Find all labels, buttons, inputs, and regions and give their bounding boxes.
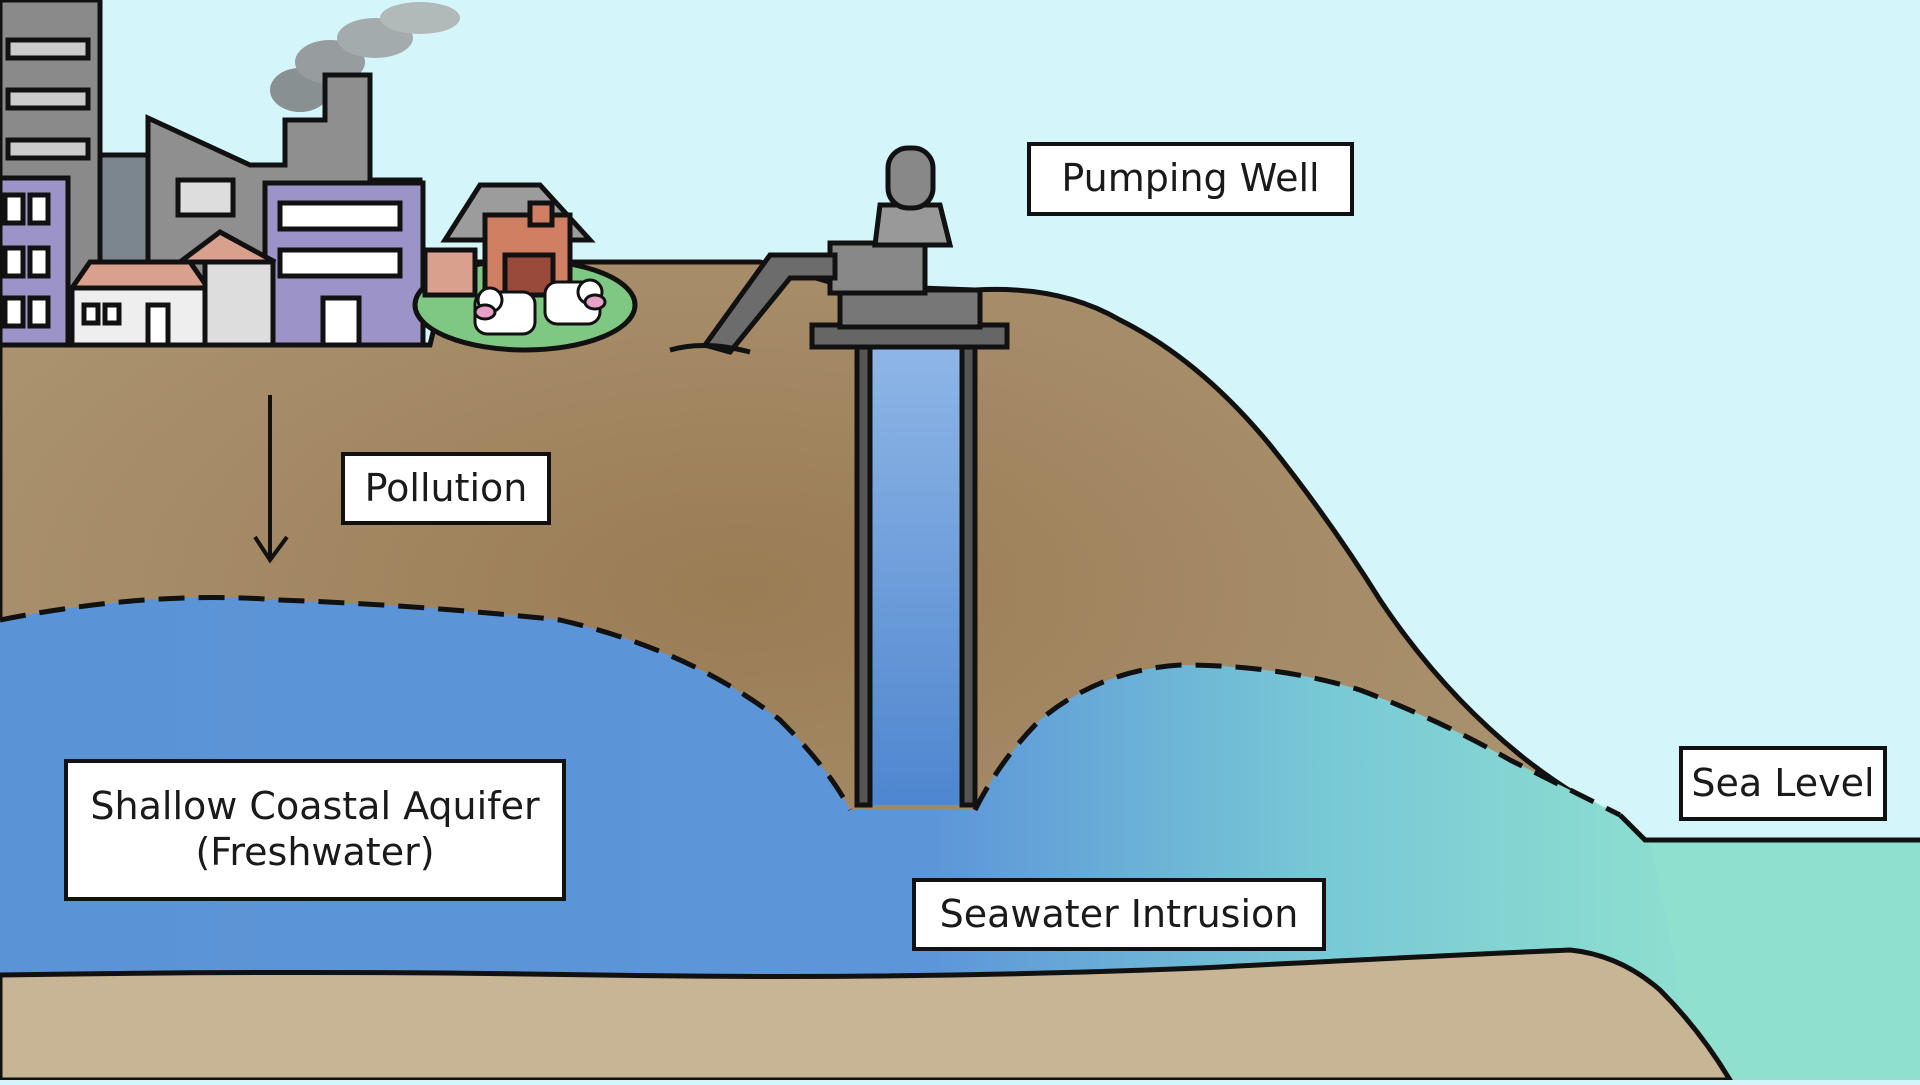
pumping-well bbox=[669, 145, 1010, 808]
seawater-intrusion-label: Seawater Intrusion bbox=[912, 878, 1326, 951]
water-table-left bbox=[0, 595, 853, 812]
freshwater-aquifer bbox=[0, 597, 1700, 1080]
pollution-text: Pollution bbox=[364, 465, 528, 510]
pumping-well-text: Pumping Well bbox=[1061, 156, 1320, 201]
aquifer-label: Shallow Coastal Aquifer (Freshwater) bbox=[64, 759, 566, 901]
pollution-arrow bbox=[253, 395, 289, 564]
sea-level-line bbox=[1618, 813, 1920, 843]
seawater-intrusion-text: Seawater Intrusion bbox=[939, 891, 1299, 936]
cows bbox=[473, 278, 607, 336]
city-buildings bbox=[0, 0, 426, 348]
sea-level-label: Sea Level bbox=[1679, 746, 1887, 821]
aquifer-text-line1: Shallow Coastal Aquifer bbox=[90, 784, 540, 829]
water-table-right bbox=[972, 662, 1622, 818]
sea-level-text: Sea Level bbox=[1691, 760, 1875, 805]
pumping-well-label: Pumping Well bbox=[1027, 142, 1354, 216]
aquifer-text-line2: (Freshwater) bbox=[195, 830, 435, 874]
bedrock-layer bbox=[0, 947, 1735, 1083]
pollution-label: Pollution bbox=[341, 452, 551, 525]
